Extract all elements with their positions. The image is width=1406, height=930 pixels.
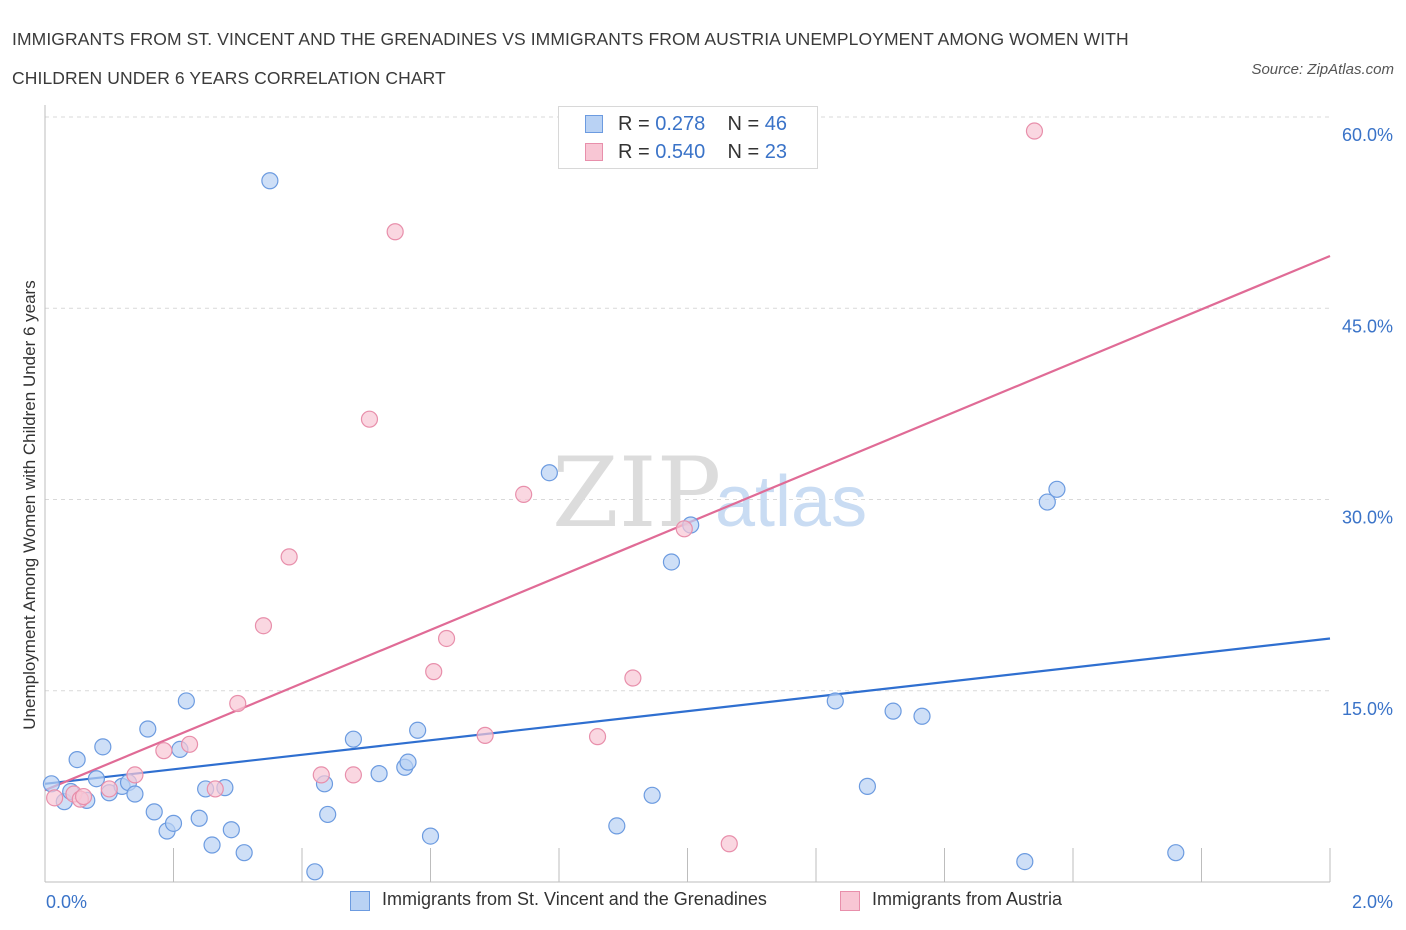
point-vincent — [42, 775, 61, 793]
point-vincent — [858, 777, 877, 795]
point-austria — [344, 766, 362, 784]
pink-swatch — [585, 143, 603, 161]
trend-line-vincent — [44, 637, 1331, 785]
point-austria — [312, 766, 330, 784]
point-vincent — [319, 805, 337, 824]
point-austria — [515, 485, 533, 503]
y-tick-label: 15.0% — [1342, 699, 1393, 719]
y-tick-label: 45.0% — [1342, 316, 1393, 336]
blue-swatch — [350, 891, 370, 911]
blue-swatch — [585, 115, 603, 133]
point-vincent — [126, 785, 144, 803]
stats-legend: R = 0.278 N = 46 R = 0.540 N = 23 — [558, 106, 818, 169]
point-vincent — [87, 770, 106, 788]
point-vincent — [177, 692, 195, 710]
point-austria — [100, 780, 118, 798]
legend-label-austria: Immigrants from Austria — [872, 889, 1063, 909]
point-vincent — [662, 553, 681, 571]
legend-r-value: 0.540 — [655, 141, 706, 163]
point-vincent — [826, 692, 844, 710]
point-vincent — [1167, 844, 1185, 862]
legend-r-value: 0.278 — [655, 113, 706, 135]
point-austria — [46, 789, 64, 807]
point-vincent — [370, 765, 388, 783]
axes — [44, 105, 1331, 883]
point-vincent — [222, 821, 240, 839]
point-austria — [675, 520, 693, 538]
point-austria — [155, 742, 173, 760]
point-vincent — [261, 172, 279, 190]
legend-r-label: R = — [618, 113, 650, 135]
point-vincent — [94, 738, 112, 756]
point-vincent — [306, 863, 324, 881]
point-vincent — [409, 721, 427, 739]
point-austria — [229, 694, 247, 713]
point-vincent — [344, 730, 362, 748]
tick-labels: 15.0% 30.0% 45.0% 60.0% 0.0% 2.0% — [46, 125, 1393, 912]
point-austria — [437, 629, 456, 648]
x-tick-label: 0.0% — [46, 892, 87, 912]
point-vincent — [399, 753, 417, 771]
x-tick-label: 2.0% — [1352, 892, 1393, 912]
y-tick-label: 30.0% — [1342, 508, 1393, 528]
legend-n-label: N = — [727, 141, 760, 163]
point-vincent — [913, 707, 931, 725]
legend-n-value: 46 — [764, 113, 788, 135]
point-vincent — [235, 844, 253, 862]
point-austria — [720, 835, 738, 853]
y-axis-label: Unemployment Among Women with Children U… — [20, 280, 39, 730]
legend-r-label: R = — [618, 141, 650, 163]
point-vincent — [68, 750, 86, 769]
point-vincent — [1038, 493, 1056, 511]
point-vincent — [608, 817, 626, 835]
point-vincent — [139, 720, 157, 738]
point-austria — [254, 617, 273, 635]
point-vincent — [190, 809, 208, 827]
point-austria — [588, 728, 607, 746]
legend-n-label: N = — [727, 113, 760, 135]
chart-title: IMMIGRANTS FROM ST. VINCENT AND THE GREN… — [12, 29, 1129, 88]
point-austria — [74, 787, 93, 806]
point-vincent — [164, 814, 183, 832]
point-vincent — [1016, 852, 1034, 871]
point-vincent — [643, 786, 661, 804]
point-vincent — [203, 836, 221, 854]
watermark: ZIP atlas — [552, 437, 867, 549]
point-austria — [476, 726, 494, 744]
point-austria — [206, 780, 224, 798]
point-vincent — [884, 702, 902, 720]
y-tick-label: 60.0% — [1342, 125, 1393, 145]
grid — [45, 116, 1330, 692]
point-austria — [360, 410, 379, 428]
point-vincent — [145, 803, 163, 821]
point-austria — [386, 223, 404, 241]
point-austria — [1025, 122, 1044, 140]
watermark-zip: ZIP — [552, 437, 721, 549]
point-austria — [624, 669, 642, 687]
legend-n-value: 23 — [764, 141, 788, 163]
point-vincent — [1048, 480, 1066, 498]
legend-label-vincent: Immigrants from St. Vincent and the Gren… — [382, 889, 767, 909]
point-austria — [425, 663, 443, 681]
point-austria — [126, 766, 144, 784]
pink-swatch — [840, 891, 860, 911]
point-austria — [280, 548, 298, 566]
point-vincent — [540, 464, 558, 482]
point-austria — [180, 735, 199, 753]
source-label: Source: ZipAtlas.com — [1251, 61, 1394, 78]
data-points — [42, 122, 1185, 881]
point-vincent — [421, 827, 440, 845]
